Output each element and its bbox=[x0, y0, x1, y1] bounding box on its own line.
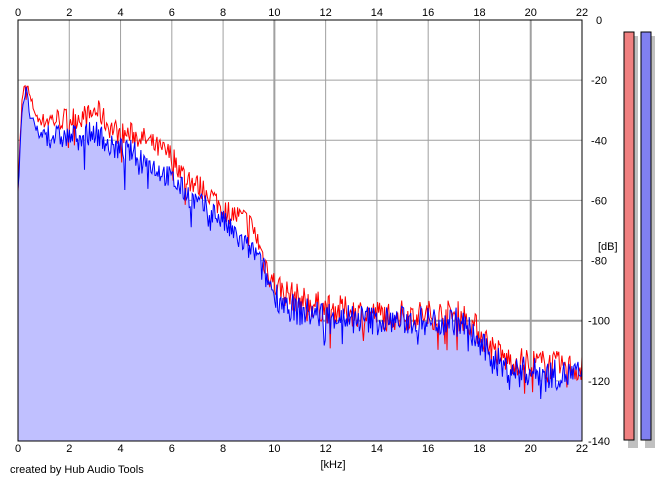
level-meters bbox=[623, 31, 655, 448]
x-tick-label-top: 6 bbox=[169, 7, 175, 19]
level-meter-left bbox=[623, 31, 635, 441]
x-tick-label-top: 10 bbox=[268, 7, 280, 19]
y-tick-label: -20 bbox=[591, 75, 607, 87]
x-tick-label-top: 18 bbox=[473, 7, 485, 19]
y-tick-label: -140 bbox=[588, 436, 610, 448]
y-tick-label: -60 bbox=[591, 195, 607, 207]
y-axis-label: [dB] bbox=[598, 241, 618, 253]
y-tick-label: 0 bbox=[596, 15, 602, 27]
y-tick-label: -120 bbox=[588, 376, 610, 388]
x-tick-label-top: 14 bbox=[371, 7, 383, 19]
x-tick-label-top: 4 bbox=[117, 7, 123, 19]
x-tick-label-bottom: 4 bbox=[117, 443, 123, 455]
x-tick-label-top: 2 bbox=[66, 7, 72, 19]
spectrum-fill-area bbox=[18, 86, 582, 441]
x-tick-label-top: 22 bbox=[576, 7, 588, 19]
level-meter-right bbox=[640, 31, 652, 441]
x-tick-label-bottom: 0 bbox=[15, 443, 21, 455]
x-tick-label-top: 16 bbox=[422, 7, 434, 19]
series-blue-line bbox=[17, 86, 583, 400]
x-axis-label: [kHz] bbox=[320, 459, 345, 471]
x-tick-label-bottom: 12 bbox=[320, 443, 332, 455]
y-tick-label: -80 bbox=[591, 256, 607, 268]
x-tick-label-bottom: 10 bbox=[268, 443, 280, 455]
y-tick-label: -100 bbox=[588, 316, 610, 328]
x-tick-label-bottom: 8 bbox=[220, 443, 226, 455]
x-tick-label-bottom: 22 bbox=[576, 443, 588, 455]
x-tick-label-bottom: 18 bbox=[473, 443, 485, 455]
x-tick-label-bottom: 20 bbox=[525, 443, 537, 455]
x-tick-label-bottom: 14 bbox=[371, 443, 383, 455]
x-tick-label-bottom: 2 bbox=[66, 443, 72, 455]
credit-text: created by Hub Audio Tools bbox=[10, 464, 144, 476]
tick-labels: 002244668810101212141416161818202022220-… bbox=[15, 7, 610, 455]
x-tick-label-top: 0 bbox=[15, 7, 21, 19]
x-tick-label-top: 12 bbox=[320, 7, 332, 19]
plot-frame bbox=[17, 19, 583, 442]
x-tick-label-bottom: 16 bbox=[422, 443, 434, 455]
x-tick-label-bottom: 6 bbox=[169, 443, 175, 455]
y-tick-label: -40 bbox=[591, 135, 607, 147]
x-tick-label-top: 8 bbox=[220, 7, 226, 19]
x-tick-label-top: 20 bbox=[525, 7, 537, 19]
